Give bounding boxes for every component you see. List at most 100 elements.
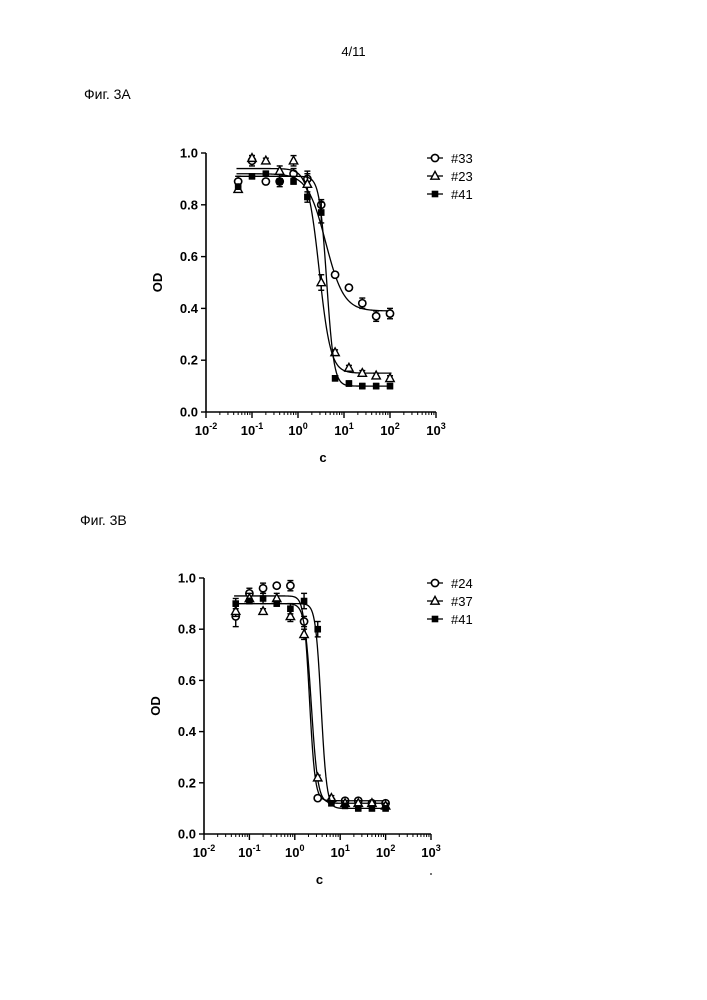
y-tick-label: 0.8 <box>178 622 196 637</box>
data-point <box>314 795 321 802</box>
x-tick-label: 102 <box>380 421 399 438</box>
legend: #24 #37 #41 <box>427 576 473 627</box>
y-tick-label: 1.0 <box>178 571 196 586</box>
fit-curve <box>234 604 387 804</box>
x-tick-label: 103 <box>426 421 445 438</box>
series-33 <box>235 156 394 322</box>
axes: 0.0 0.2 0.4 0.6 0.8 1.0 10-2 10-1 100 101 102 103 c O… <box>150 146 446 466</box>
legend-item: #41 <box>427 187 473 202</box>
legend-item: #24 <box>427 576 473 591</box>
x-tick-label: 101 <box>330 843 349 860</box>
data-point <box>332 375 339 382</box>
legend-item: #33 <box>427 151 473 166</box>
data-point <box>249 173 256 180</box>
data-point <box>260 595 267 602</box>
data-point <box>355 805 362 812</box>
data-point <box>359 383 366 390</box>
data-point <box>318 209 325 216</box>
y-tick-label: 0.8 <box>180 197 198 212</box>
legend-label: #37 <box>451 594 473 609</box>
y-tick-label: 0.0 <box>180 405 198 420</box>
data-point <box>290 178 297 185</box>
data-point <box>276 178 283 185</box>
legend: #33 #23 #41 <box>427 151 473 202</box>
data-point <box>273 600 280 607</box>
figure-label-3a: Фиг. 3A <box>84 86 131 102</box>
y-tick-label: 0.6 <box>180 249 198 264</box>
y-tick-label: 0.4 <box>178 724 197 739</box>
data-point <box>300 630 308 638</box>
x-tick-label: 10-1 <box>238 843 260 860</box>
data-point <box>287 582 294 589</box>
data-point <box>287 605 294 612</box>
y-tick-label: 0.2 <box>180 353 198 368</box>
x-tick-label: 10-2 <box>193 843 215 860</box>
series-23 <box>234 154 394 382</box>
fit-curve <box>236 169 391 374</box>
data-point <box>289 156 297 164</box>
y-tick-label: 0.0 <box>178 827 196 842</box>
fit-curve <box>236 176 391 386</box>
x-tick-label: 101 <box>334 421 353 438</box>
legend-marker <box>432 191 439 198</box>
legend-label: #41 <box>451 187 473 202</box>
chart-figure-3b: 0.00.20.40.60.81.010-210-1100101102103cO… <box>0 548 707 908</box>
data-point <box>387 383 394 390</box>
x-tick-label: 103 <box>421 843 440 860</box>
y-tick-label: 1.0 <box>180 146 198 161</box>
data-point <box>301 598 308 605</box>
data-point <box>373 383 380 390</box>
data-point <box>246 598 253 605</box>
data-point <box>259 585 266 592</box>
x-tick-label: 10-1 <box>241 421 263 438</box>
legend-marker <box>432 616 439 623</box>
data-point <box>372 371 380 379</box>
data-point <box>382 805 389 812</box>
legend-label: #23 <box>451 169 473 184</box>
data-point <box>359 300 366 307</box>
data-point <box>235 183 242 190</box>
legend-label: #33 <box>451 151 473 166</box>
y-tick-label: 0.2 <box>178 775 196 790</box>
data-point <box>262 178 269 185</box>
figure-label-3b: Фиг. 3B <box>80 512 127 528</box>
legend-item: #23 <box>427 169 473 184</box>
x-axis-label: c <box>316 872 323 887</box>
data-point <box>259 607 267 615</box>
legend-marker <box>431 579 438 586</box>
data-point <box>248 154 256 162</box>
data-point <box>232 600 239 607</box>
legend-item: #37 <box>427 594 473 609</box>
data-point <box>262 156 270 164</box>
data-point <box>369 805 376 812</box>
x-axis-label: c <box>319 450 326 465</box>
legend-label: #24 <box>451 576 473 591</box>
data-point <box>342 803 349 810</box>
fit-curve <box>236 174 391 311</box>
data-point <box>331 271 338 278</box>
data-point <box>317 278 325 286</box>
data-point <box>373 313 380 320</box>
data-point <box>345 284 352 291</box>
y-axis-label: OD <box>150 273 165 293</box>
stray-dot <box>430 873 432 875</box>
x-tick-label: 10-2 <box>195 421 217 438</box>
data-point <box>314 626 321 633</box>
y-axis-label: OD <box>148 696 163 716</box>
fit-curve <box>234 604 387 809</box>
data-point <box>275 167 283 175</box>
data-point <box>328 800 335 807</box>
legend-marker <box>431 171 439 179</box>
x-tick-label: 100 <box>285 843 304 860</box>
x-tick-label: 102 <box>376 843 395 860</box>
legend-item: #41 <box>427 612 473 627</box>
legend-marker <box>431 596 439 604</box>
y-tick-label: 0.4 <box>180 301 199 316</box>
data-point <box>273 582 280 589</box>
data-point <box>346 380 353 387</box>
legend-label: #41 <box>451 612 473 627</box>
series-37 <box>232 593 390 809</box>
chart-figure-3a: 0.0 0.2 0.4 0.6 0.8 1.0 10-2 10-1 100 101 102 103 c O… <box>0 120 707 480</box>
data-point <box>345 363 353 371</box>
x-tick-label: 100 <box>288 421 307 438</box>
